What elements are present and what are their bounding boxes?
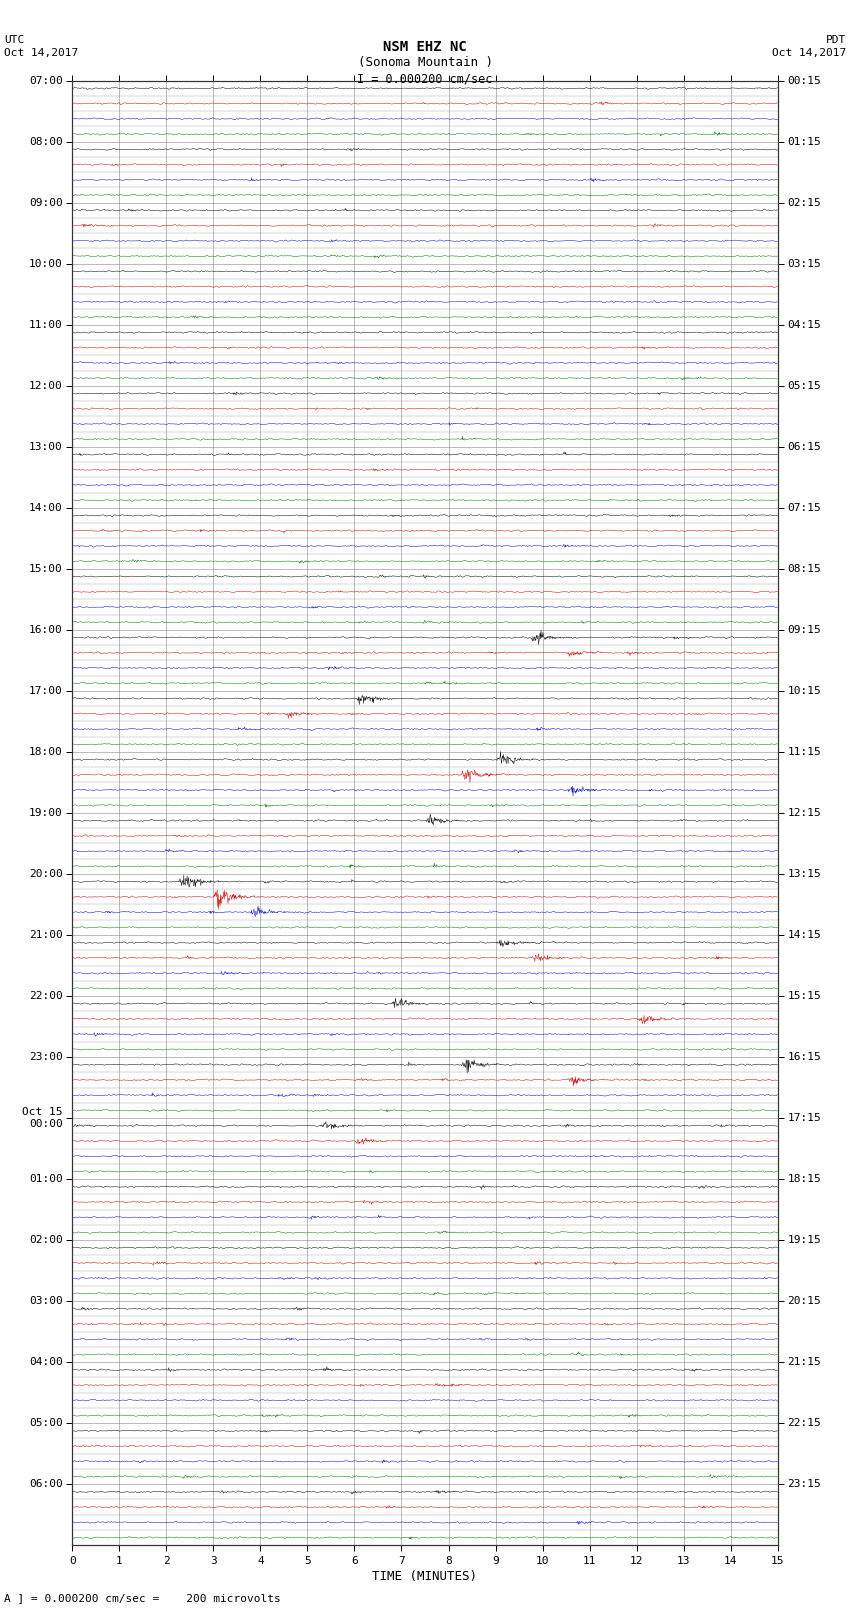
Text: (Sonoma Mountain ): (Sonoma Mountain ) — [358, 56, 492, 69]
Text: NSM EHZ NC: NSM EHZ NC — [383, 40, 467, 55]
Text: Oct 14,2017: Oct 14,2017 — [4, 48, 78, 58]
X-axis label: TIME (MINUTES): TIME (MINUTES) — [372, 1569, 478, 1582]
Text: I = 0.000200 cm/sec: I = 0.000200 cm/sec — [357, 73, 493, 85]
Text: PDT: PDT — [825, 35, 846, 45]
Text: A ] = 0.000200 cm/sec =    200 microvolts: A ] = 0.000200 cm/sec = 200 microvolts — [4, 1594, 281, 1603]
Text: Oct 14,2017: Oct 14,2017 — [772, 48, 846, 58]
Text: UTC: UTC — [4, 35, 25, 45]
